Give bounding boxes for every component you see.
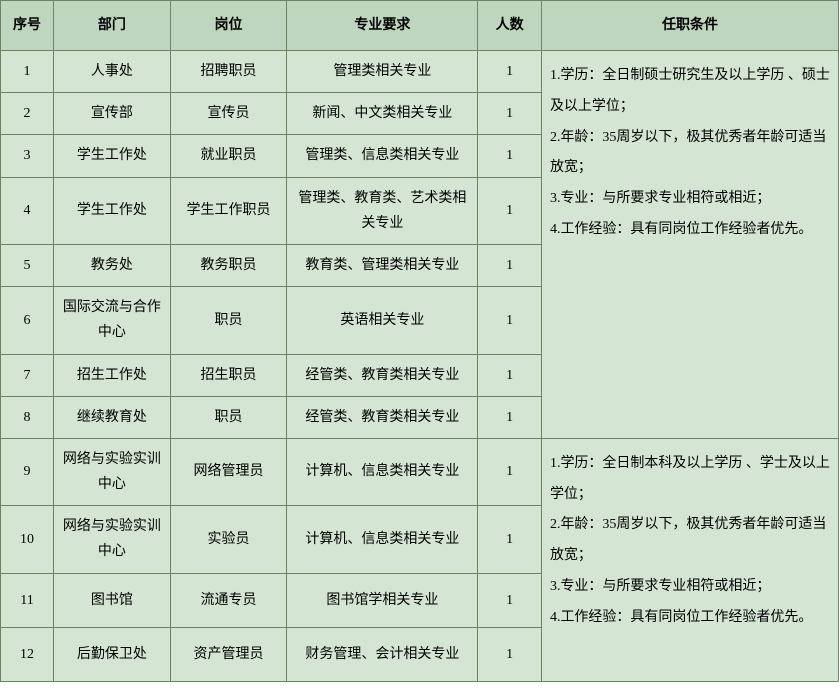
cell-seq: 5 [1, 244, 54, 286]
cell-dept: 网络与实验实训中心 [54, 438, 171, 505]
header-condition: 任职条件 [541, 1, 838, 51]
cell-seq: 8 [1, 396, 54, 438]
cell-position: 实验员 [170, 506, 287, 573]
cell-requirement: 财务管理、会计相关专业 [287, 627, 478, 681]
cell-position: 招聘职员 [170, 51, 287, 93]
table-row: 9 网络与实验实训中心 网络管理员 计算机、信息类相关专业 1 1.学历：全日制… [1, 438, 839, 505]
header-position: 岗位 [170, 1, 287, 51]
cell-dept: 招生工作处 [54, 354, 171, 396]
cell-dept: 继续教育处 [54, 396, 171, 438]
cell-number: 1 [478, 135, 542, 177]
cell-number: 1 [478, 627, 542, 681]
cell-seq: 7 [1, 354, 54, 396]
cell-requirement: 管理类、教育类、艺术类相关专业 [287, 177, 478, 244]
cell-seq: 6 [1, 287, 54, 354]
header-dept: 部门 [54, 1, 171, 51]
cell-number: 1 [478, 51, 542, 93]
cell-requirement: 管理类、信息类相关专业 [287, 135, 478, 177]
cell-seq: 9 [1, 438, 54, 505]
header-number: 人数 [478, 1, 542, 51]
condition-line: 4.工作经验：具有同岗位工作经验者优先。 [550, 215, 830, 246]
cell-dept: 国际交流与合作中心 [54, 287, 171, 354]
cell-seq: 2 [1, 93, 54, 135]
table-header-row: 序号 部门 岗位 专业要求 人数 任职条件 [1, 1, 839, 51]
cell-position: 网络管理员 [170, 438, 287, 505]
cell-seq: 10 [1, 506, 54, 573]
cell-position: 流通专员 [170, 573, 287, 627]
cell-seq: 3 [1, 135, 54, 177]
cell-requirement: 图书馆学相关专业 [287, 573, 478, 627]
cell-number: 1 [478, 177, 542, 244]
condition-line: 3.专业：与所要求专业相符或相近； [550, 184, 830, 215]
cell-dept: 宣传部 [54, 93, 171, 135]
cell-number: 1 [478, 506, 542, 573]
cell-position: 宣传员 [170, 93, 287, 135]
cell-position: 招生职员 [170, 354, 287, 396]
cell-number: 1 [478, 438, 542, 505]
header-requirement: 专业要求 [287, 1, 478, 51]
cell-number: 1 [478, 93, 542, 135]
cell-dept: 学生工作处 [54, 135, 171, 177]
cell-number: 1 [478, 573, 542, 627]
cell-dept: 网络与实验实训中心 [54, 506, 171, 573]
cell-position: 学生工作职员 [170, 177, 287, 244]
table-row: 1 人事处 招聘职员 管理类相关专业 1 1.学历：全日制硕士研究生及以上学历 … [1, 51, 839, 93]
cell-position: 职员 [170, 396, 287, 438]
condition-line: 1.学历：全日制硕士研究生及以上学历 、硕士及以上学位； [550, 61, 830, 123]
cell-seq: 12 [1, 627, 54, 681]
recruitment-table: 序号 部门 岗位 专业要求 人数 任职条件 1 人事处 招聘职员 管理类相关专业… [0, 0, 839, 682]
cell-number: 1 [478, 396, 542, 438]
cell-dept: 后勤保卫处 [54, 627, 171, 681]
cell-seq: 11 [1, 573, 54, 627]
header-seq: 序号 [1, 1, 54, 51]
cell-position: 职员 [170, 287, 287, 354]
cell-requirement: 新闻、中文类相关专业 [287, 93, 478, 135]
condition-cell-group2: 1.学历：全日制本科及以上学历 、学士及以上学位； 2.年龄：35周岁以下，极其… [541, 438, 838, 681]
cell-number: 1 [478, 287, 542, 354]
condition-cell-group1: 1.学历：全日制硕士研究生及以上学历 、硕士及以上学位； 2.年龄：35周岁以下… [541, 51, 838, 439]
cell-position: 教务职员 [170, 244, 287, 286]
condition-line: 4.工作经验：具有同岗位工作经验者优先。 [550, 603, 830, 634]
cell-requirement: 经管类、教育类相关专业 [287, 396, 478, 438]
cell-number: 1 [478, 354, 542, 396]
cell-position: 就业职员 [170, 135, 287, 177]
cell-requirement: 经管类、教育类相关专业 [287, 354, 478, 396]
condition-line: 1.学历：全日制本科及以上学历 、学士及以上学位； [550, 449, 830, 511]
condition-line: 2.年龄：35周岁以下，极其优秀者年龄可适当放宽； [550, 123, 830, 185]
cell-dept: 学生工作处 [54, 177, 171, 244]
cell-requirement: 计算机、信息类相关专业 [287, 506, 478, 573]
cell-dept: 图书馆 [54, 573, 171, 627]
cell-dept: 教务处 [54, 244, 171, 286]
cell-seq: 1 [1, 51, 54, 93]
cell-requirement: 英语相关专业 [287, 287, 478, 354]
cell-number: 1 [478, 244, 542, 286]
cell-position: 资产管理员 [170, 627, 287, 681]
condition-line: 3.专业：与所要求专业相符或相近； [550, 572, 830, 603]
condition-line: 2.年龄：35周岁以下，极其优秀者年龄可适当放宽； [550, 510, 830, 572]
cell-seq: 4 [1, 177, 54, 244]
cell-requirement: 计算机、信息类相关专业 [287, 438, 478, 505]
cell-dept: 人事处 [54, 51, 171, 93]
cell-requirement: 教育类、管理类相关专业 [287, 244, 478, 286]
cell-requirement: 管理类相关专业 [287, 51, 478, 93]
